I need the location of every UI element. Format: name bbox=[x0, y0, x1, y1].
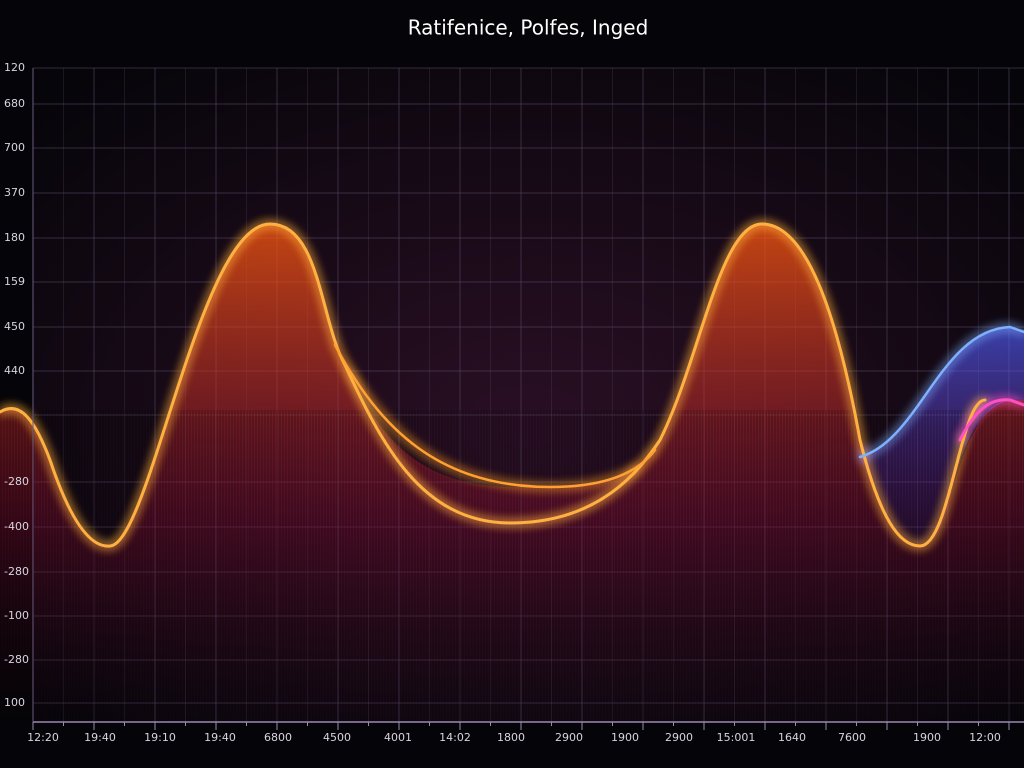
curve-blue bbox=[858, 325, 1024, 459]
x-label: 2900 bbox=[665, 731, 693, 744]
x-label: 15:001 bbox=[717, 731, 756, 744]
hatching bbox=[0, 410, 1024, 722]
x-label: 6800 bbox=[264, 731, 292, 744]
x-label: 12:00 bbox=[969, 731, 1001, 744]
x-label: 1640 bbox=[778, 731, 806, 744]
x-label: 19:10 bbox=[144, 731, 176, 744]
y-label: -100 bbox=[4, 609, 29, 622]
y-label: -280 bbox=[4, 565, 29, 578]
y-label: 440 bbox=[4, 364, 25, 377]
y-label: 100 bbox=[4, 696, 25, 709]
x-label: 4500 bbox=[323, 731, 351, 744]
title: Ratifenice, Polfes, Inged bbox=[408, 16, 649, 40]
x-label: 1800 bbox=[497, 731, 525, 744]
y-label: 180 bbox=[4, 231, 25, 244]
x-label: 1900 bbox=[611, 731, 639, 744]
y-label: 700 bbox=[4, 141, 25, 154]
y-label: 370 bbox=[4, 186, 25, 199]
curve-pink bbox=[958, 398, 1024, 442]
curves bbox=[0, 222, 1024, 548]
y-label: 680 bbox=[4, 97, 25, 110]
y-label: -280 bbox=[4, 475, 29, 488]
y-label: 450 bbox=[4, 320, 25, 333]
y-label: 120 bbox=[4, 61, 25, 74]
curve-branch bbox=[333, 343, 657, 489]
y-label: -400 bbox=[4, 520, 29, 533]
y-label: 159 bbox=[4, 275, 25, 288]
x-label: 1900 bbox=[913, 731, 941, 744]
curve-main bbox=[0, 222, 987, 548]
x-label: 19:40 bbox=[84, 731, 116, 744]
x-label: 7600 bbox=[838, 731, 866, 744]
x-label: 19:40 bbox=[204, 731, 236, 744]
y-label: -280 bbox=[4, 653, 29, 666]
x-label: 12:20 bbox=[27, 731, 59, 744]
x-label: 4001 bbox=[384, 731, 412, 744]
x-label: 2900 bbox=[555, 731, 583, 744]
x-label: 14:02 bbox=[439, 731, 471, 744]
